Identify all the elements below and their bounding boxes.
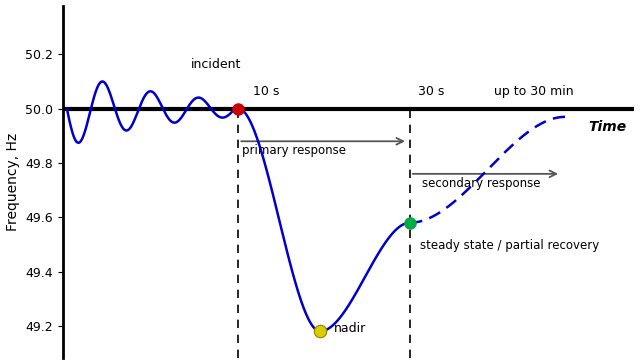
Text: primary response: primary response xyxy=(243,144,346,157)
Text: steady state / partial recovery: steady state / partial recovery xyxy=(420,239,599,252)
Text: secondary response: secondary response xyxy=(422,177,541,190)
Text: nadir: nadir xyxy=(334,322,367,335)
Y-axis label: Frequency, Hz: Frequency, Hz xyxy=(6,133,20,231)
Text: incident: incident xyxy=(191,58,241,71)
Text: up to 30 min: up to 30 min xyxy=(493,85,573,98)
Text: 10 s: 10 s xyxy=(253,85,279,98)
Text: Time: Time xyxy=(588,119,627,134)
Text: 30 s: 30 s xyxy=(418,85,444,98)
